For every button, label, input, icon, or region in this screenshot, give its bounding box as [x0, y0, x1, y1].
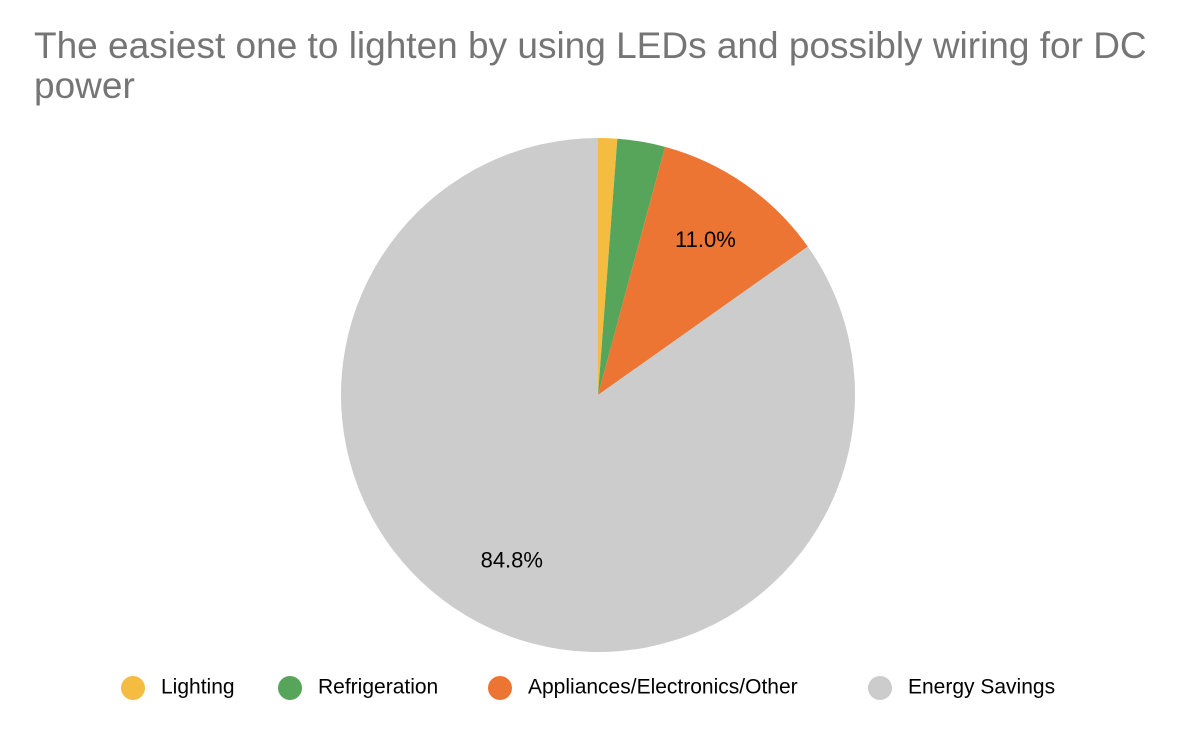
- legend-label: Appliances/Electronics/Other: [528, 676, 798, 699]
- legend-label: Lighting: [161, 676, 235, 699]
- data-label: 84.8%: [481, 547, 543, 572]
- pie-slice: [340, 138, 856, 652]
- legend-swatch: [278, 676, 302, 700]
- pie-slice: [598, 146, 808, 395]
- legend-label: Energy Savings: [908, 676, 1055, 699]
- legend-swatch: [121, 676, 145, 700]
- legend-label: Refrigeration: [318, 676, 438, 699]
- chart-title: The easiest one to lighten by using LEDs…: [34, 25, 1147, 106]
- pie-slice: [598, 138, 666, 395]
- data-label: 11.0%: [675, 227, 736, 252]
- legend-swatch: [868, 676, 892, 700]
- pie-slice: [598, 138, 618, 395]
- legend-swatch: [488, 676, 512, 700]
